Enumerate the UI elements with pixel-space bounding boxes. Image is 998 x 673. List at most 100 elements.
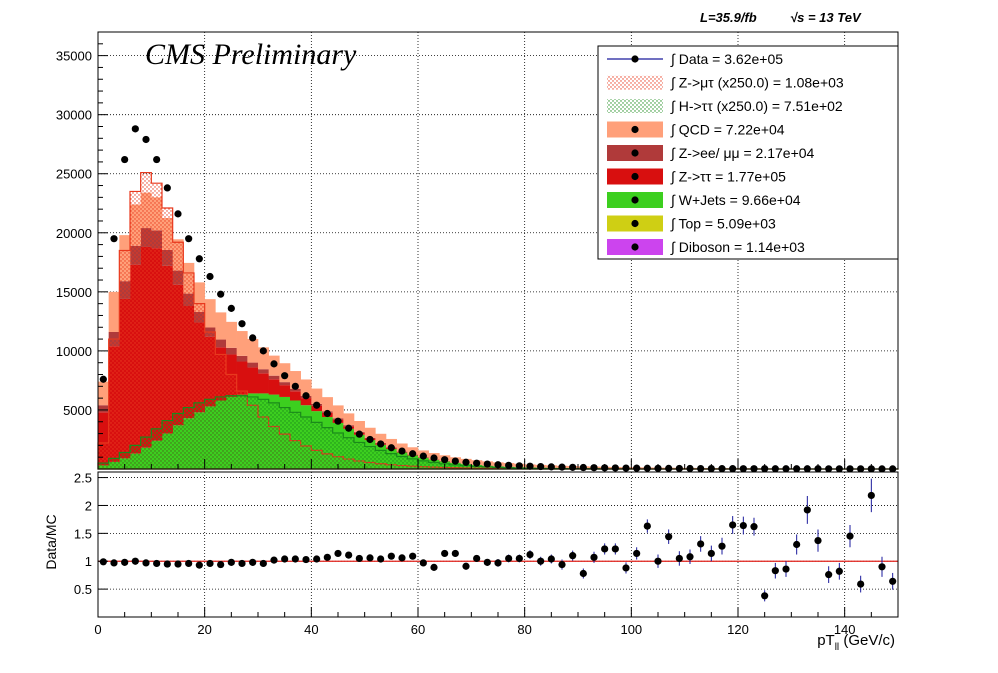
data-point — [110, 235, 118, 243]
data-point — [633, 464, 641, 472]
ratio-points — [99, 478, 897, 602]
ratio-point — [323, 553, 331, 561]
ratio-point — [291, 555, 299, 563]
data-point — [217, 290, 225, 298]
ratio-point — [825, 571, 833, 579]
ratio-point — [227, 558, 235, 566]
ratio-point — [217, 560, 225, 569]
data-point — [569, 463, 577, 471]
data-point — [366, 435, 374, 444]
legend-marker — [631, 196, 639, 204]
data-point — [121, 155, 129, 164]
data-point — [313, 401, 321, 409]
ratio-point — [729, 521, 737, 529]
legend-label: ∫ QCD = 7.22e+04 — [670, 122, 785, 138]
ratio-point — [537, 557, 545, 565]
ratio-point — [430, 563, 438, 571]
legend-label: ∫ Z->ττ = 1.77e+05 — [670, 169, 786, 185]
ratio-y-tick-label: 1.5 — [74, 526, 92, 541]
ratio-point — [739, 521, 747, 530]
ratio-point — [622, 564, 630, 572]
data-point — [99, 375, 107, 383]
y-tick-label: 30000 — [56, 108, 92, 123]
histogram-bar — [290, 391, 301, 401]
histogram-bar — [332, 405, 344, 419]
data-point — [174, 210, 182, 218]
ratio-point — [846, 532, 854, 540]
histogram-bar — [226, 347, 237, 355]
data-point — [622, 464, 630, 472]
data-point — [227, 304, 235, 312]
ratio-point — [750, 523, 758, 531]
histogram-bar — [98, 381, 109, 406]
histogram-bar — [258, 373, 269, 394]
x-tick-label: 120 — [727, 622, 749, 637]
top-y-axis: 5000 10000 15000 20000 25000 30000 35000 — [56, 43, 108, 458]
x-tick-label: 80 — [517, 622, 531, 637]
ratio-point — [611, 545, 619, 553]
histogram-bar — [268, 379, 280, 395]
histogram-bar — [98, 405, 109, 413]
ratio-point — [633, 549, 641, 558]
ratio-point — [366, 554, 374, 562]
energy-label: √s = 13 TeV — [790, 10, 862, 25]
histogram-bar — [300, 398, 312, 406]
data-point — [345, 424, 353, 432]
data-point — [451, 457, 459, 465]
ratio-point — [259, 559, 267, 568]
ratio-point — [185, 559, 193, 568]
data-point — [355, 430, 363, 438]
ratio-y-tick-label: 2 — [85, 498, 92, 513]
data-point — [195, 255, 203, 263]
ratio-point — [409, 552, 417, 560]
data-point — [526, 462, 534, 470]
data-point — [291, 382, 299, 390]
ratio-y-axis-title: Data/MC — [43, 514, 59, 569]
data-point — [675, 464, 683, 473]
legend-marker — [631, 172, 639, 181]
histogram-bar — [108, 291, 120, 332]
ratio-point — [857, 580, 865, 588]
histogram-bar — [215, 312, 227, 340]
ratio-point — [558, 560, 566, 569]
ratio-point — [675, 554, 683, 563]
ratio-point — [494, 559, 502, 567]
ratio-point — [697, 540, 705, 548]
histogram-bar — [311, 388, 323, 404]
histogram-bar — [236, 355, 248, 362]
ratio-point — [99, 558, 107, 566]
ratio-point — [387, 552, 395, 560]
data-point — [259, 347, 267, 355]
data-point — [131, 125, 139, 133]
ratio-point — [249, 558, 257, 566]
histogram-bar — [98, 412, 109, 466]
ratio-point — [270, 556, 278, 564]
ratio-point — [462, 562, 470, 570]
data-point — [579, 463, 587, 472]
ratio-panel-frame — [97, 471, 899, 618]
ratio-point — [515, 554, 523, 563]
histogram-bar — [258, 369, 269, 374]
ratio-point — [131, 557, 139, 565]
ratio-point — [707, 549, 715, 558]
ratio-point — [761, 592, 769, 600]
legend-marker — [631, 243, 639, 251]
histogram-bar — [279, 382, 291, 386]
signal-overlay-outline — [97, 395, 899, 470]
ratio-point — [878, 563, 886, 571]
y-tick-label: 5000 — [63, 403, 92, 418]
ratio-point — [419, 559, 427, 567]
ratio-point — [142, 559, 150, 567]
data-point — [185, 235, 193, 243]
ratio-point — [793, 540, 801, 549]
data-point — [377, 440, 385, 448]
ratio-y-axis: 0.5 1 1.5 2 2.5 — [74, 471, 108, 597]
ratio-point — [782, 565, 790, 573]
data-point — [238, 320, 246, 328]
data-point — [686, 464, 694, 473]
data-point — [163, 184, 171, 192]
ratio-point — [334, 549, 342, 558]
data-point — [387, 444, 395, 452]
ratio-point — [206, 559, 214, 568]
data-point — [334, 417, 342, 425]
